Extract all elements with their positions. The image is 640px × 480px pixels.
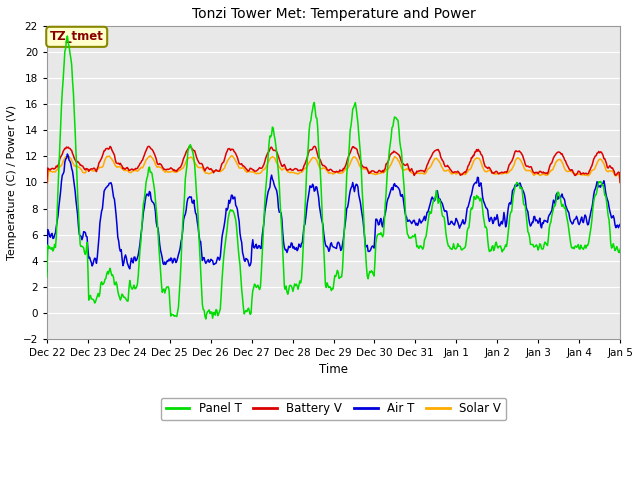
- Text: TZ_tmet: TZ_tmet: [50, 30, 104, 43]
- Title: Tonzi Tower Met: Temperature and Power: Tonzi Tower Met: Temperature and Power: [191, 7, 476, 21]
- Y-axis label: Temperature (C) / Power (V): Temperature (C) / Power (V): [7, 105, 17, 260]
- X-axis label: Time: Time: [319, 363, 348, 376]
- Legend: Panel T, Battery V, Air T, Solar V: Panel T, Battery V, Air T, Solar V: [161, 398, 506, 420]
